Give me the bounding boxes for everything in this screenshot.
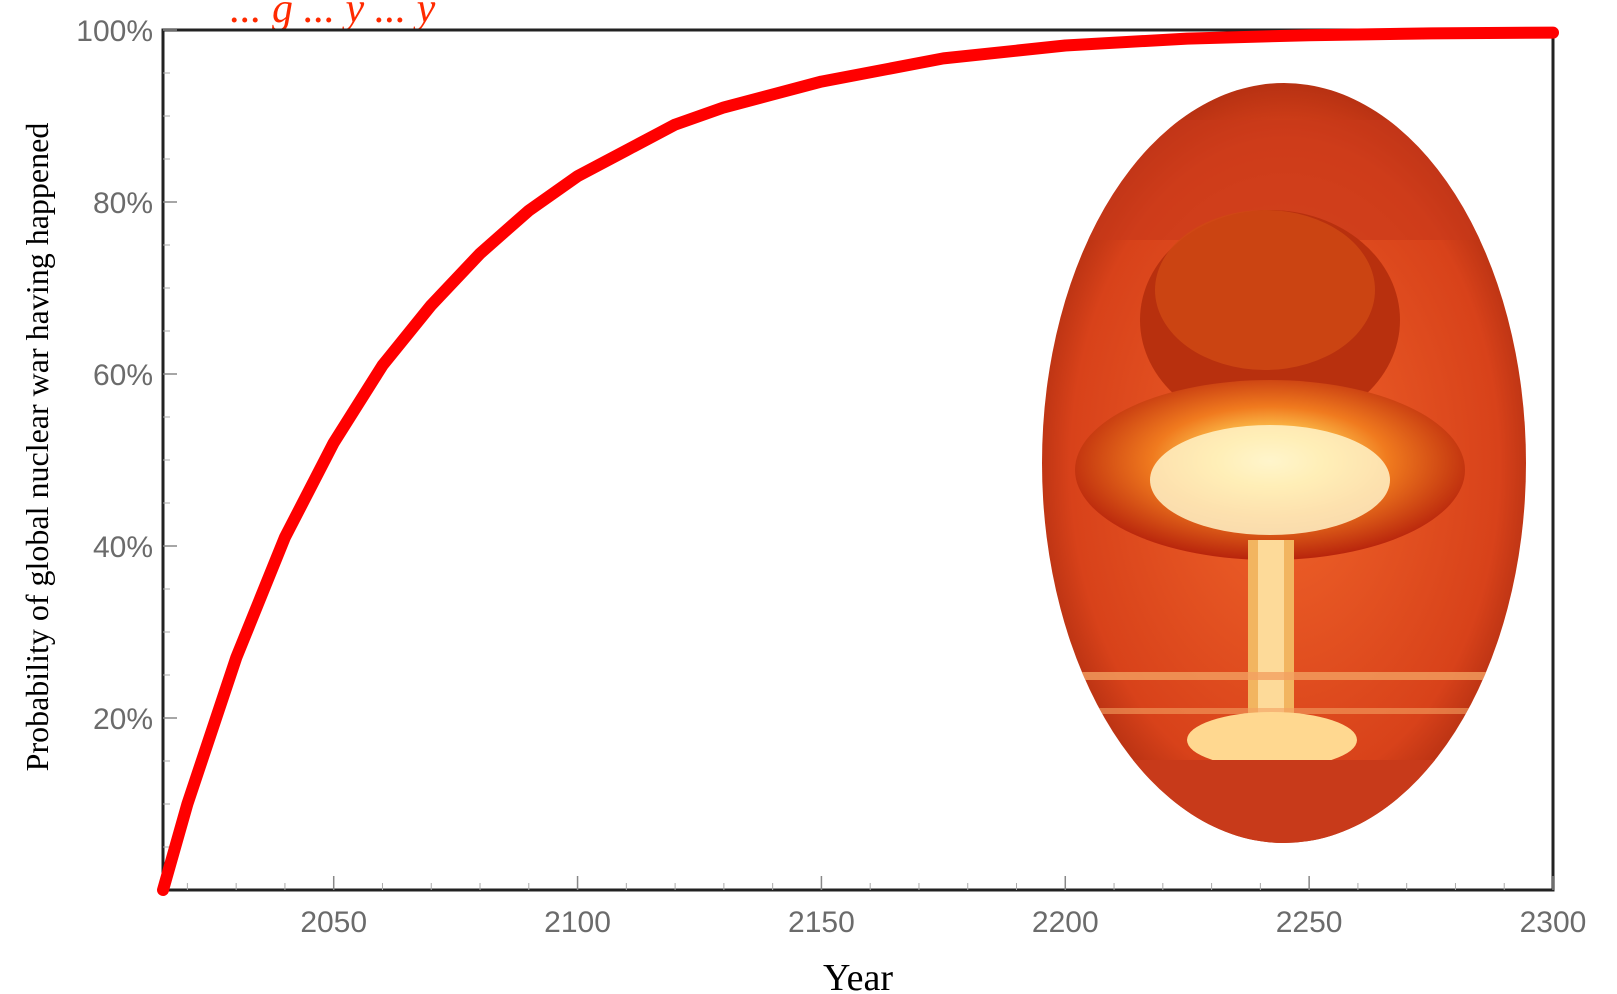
x-minor-ticks <box>186 883 1505 890</box>
y-tick-label: 80% <box>93 187 153 220</box>
x-tick-label: 2050 <box>300 906 367 939</box>
y-minor-ticks <box>163 72 170 848</box>
y-tick-labels: 20% 40% 60% 80% 100% <box>76 15 177 736</box>
mushroom-cloud-image <box>1042 83 1526 843</box>
y-tick-label: 40% <box>93 531 153 564</box>
y-tick-label: 100% <box>76 15 153 48</box>
chart-title: ... g ... y ... y <box>230 0 436 32</box>
x-tick-label: 2200 <box>1032 906 1099 939</box>
x-tick-labels: 2050 2100 2150 2200 2250 2300 <box>300 876 1586 939</box>
x-tick-label: 2300 <box>1520 906 1587 939</box>
y-tick-label: 20% <box>93 703 153 736</box>
x-tick-label: 2100 <box>544 906 611 939</box>
y-axis-title: Probability of global nuclear war having… <box>19 123 55 772</box>
x-tick-label: 2150 <box>788 906 855 939</box>
y-tick-label: 60% <box>93 359 153 392</box>
probability-curve <box>157 26 1559 896</box>
x-tick-label: 2250 <box>1276 906 1343 939</box>
x-axis-title: Year <box>823 957 893 994</box>
